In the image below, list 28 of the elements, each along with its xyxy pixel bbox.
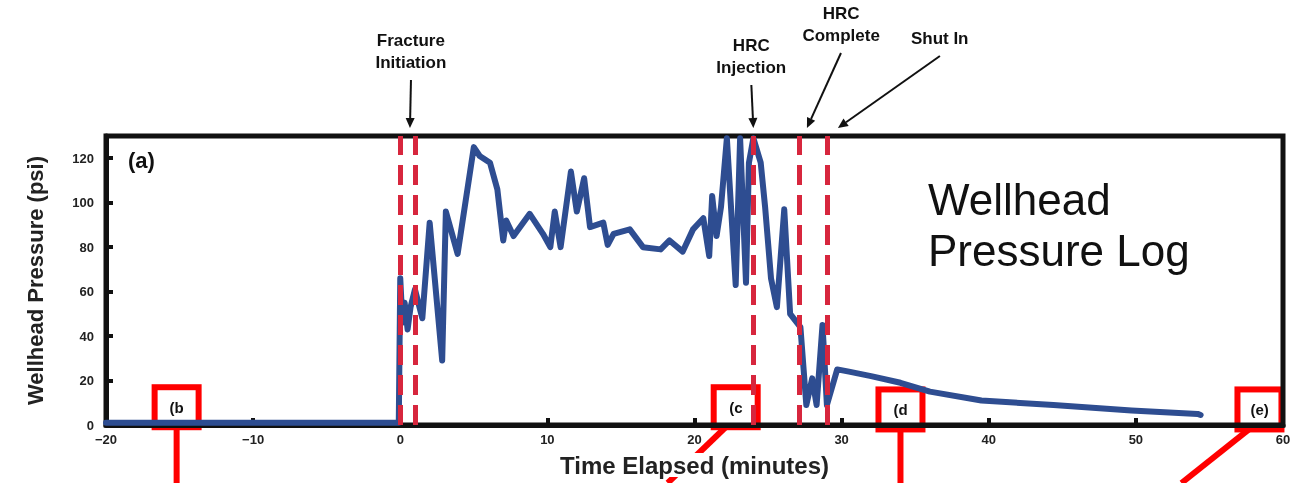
x-tick-label: −10 [242,432,265,447]
y-tick-label: 100 [72,195,94,211]
y-tick-label: 0 [86,417,94,433]
annotation: Wellhead Pressure Log [928,175,1191,277]
y-tick-label: 20 [79,373,94,389]
annotation: (b [169,398,184,416]
text: HRC Injection [716,35,787,79]
annotation: (e) [1250,400,1269,418]
annotation: (c [729,398,743,416]
x-tick-label: 30 [834,432,849,447]
x-tick-label: −20 [94,432,118,447]
x-axis-title: Time Elapsed (minutes) [560,451,829,479]
x-tick-label: 20 [687,432,702,447]
x-tick-label: 50 [1128,432,1144,447]
x-tick-label: 10 [540,432,555,447]
y-tick-label: 80 [79,239,94,255]
annotation: (a) [128,148,155,174]
annotation: (d [893,400,908,418]
x-tick-label: 40 [981,432,996,447]
y-axis-title: Wellhead Pressure (psi) [22,155,48,406]
text: HRC Complete [802,3,880,47]
y-tick-label: 40 [79,328,94,344]
text: Fracture Initiation [375,30,447,74]
text: Shut In [910,28,969,50]
x-tick-label: 0 [396,432,404,447]
x-tick-label: 60 [1275,432,1291,447]
y-tick-label: 60 [79,284,94,300]
y-tick-label: 120 [72,150,94,166]
